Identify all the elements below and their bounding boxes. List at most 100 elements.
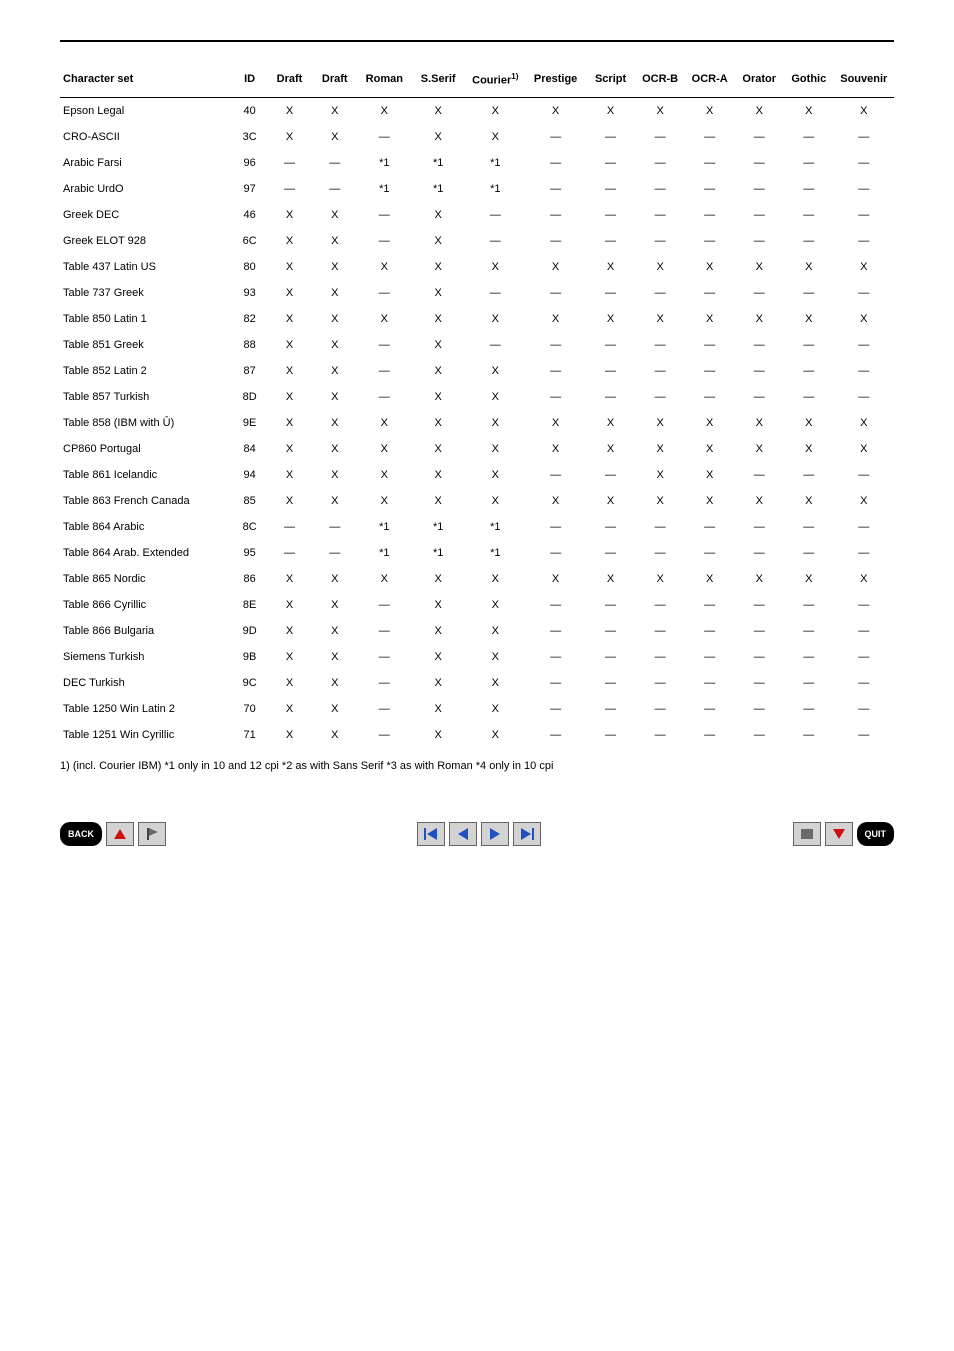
value-cell: X: [411, 202, 465, 228]
value-cell: —: [635, 332, 685, 358]
value-cell: —: [834, 228, 894, 254]
value-cell: —: [586, 228, 636, 254]
table-row: Epson Legal40XXXXXXXXXXXX: [60, 97, 894, 124]
nav-flag-button[interactable]: [138, 822, 166, 846]
value-cell: —: [586, 540, 636, 566]
value-cell: X: [312, 410, 357, 436]
table-row: CP860 Portugal84XXXXXXXXXXXX: [60, 436, 894, 462]
value-cell: X: [685, 436, 735, 462]
charset-name-cell: Table 737 Greek: [60, 280, 232, 306]
value-cell: X: [312, 436, 357, 462]
value-cell: X: [312, 306, 357, 332]
nav-prev-button[interactable]: [449, 822, 477, 846]
value-cell: —: [734, 280, 784, 306]
value-cell: X: [784, 306, 834, 332]
value-cell: X: [465, 97, 525, 124]
charset-name-cell: Table 864 Arabic: [60, 514, 232, 540]
value-cell: X: [267, 436, 312, 462]
value-cell: X: [525, 488, 585, 514]
value-cell: —: [635, 540, 685, 566]
value-cell: *1: [465, 176, 525, 202]
value-cell: —: [834, 514, 894, 540]
charset-name-cell: Table 866 Bulgaria: [60, 618, 232, 644]
value-cell: —: [784, 722, 834, 748]
value-cell: —: [586, 514, 636, 540]
value-cell: X: [685, 410, 735, 436]
value-cell: X: [586, 97, 636, 124]
table-row: Table 850 Latin 182XXXXXXXXXXXX: [60, 306, 894, 332]
value-cell: X: [525, 306, 585, 332]
value-cell: X: [411, 280, 465, 306]
charset-name-cell: Table 437 Latin US: [60, 254, 232, 280]
charset-id-cell: 71: [232, 722, 266, 748]
value-cell: —: [734, 514, 784, 540]
value-cell: —: [267, 540, 312, 566]
nav-first-button[interactable]: [417, 822, 445, 846]
nav-blank-button[interactable]: [793, 822, 821, 846]
charset-id-cell: 93: [232, 280, 266, 306]
value-cell: X: [312, 488, 357, 514]
value-cell: *1: [411, 176, 465, 202]
value-cell: X: [267, 254, 312, 280]
square-icon: [800, 828, 814, 840]
col-header-sup: 1): [511, 72, 518, 81]
charset-id-cell: 9B: [232, 644, 266, 670]
value-cell: —: [586, 280, 636, 306]
table-row: Table 852 Latin 287XX—XX———————: [60, 358, 894, 384]
charset-name-cell: Arabic Farsi: [60, 150, 232, 176]
charset-name-cell: Arabic UrdO: [60, 176, 232, 202]
value-cell: —: [465, 202, 525, 228]
triangle-up-icon: [113, 828, 127, 840]
value-cell: —: [685, 228, 735, 254]
value-cell: X: [635, 254, 685, 280]
col-header: OCR-A: [685, 66, 735, 97]
col-header: Courier1): [465, 66, 525, 97]
value-cell: —: [525, 176, 585, 202]
value-cell: —: [734, 644, 784, 670]
nav-down-button[interactable]: [825, 822, 853, 846]
value-cell: X: [834, 254, 894, 280]
value-cell: X: [635, 306, 685, 332]
value-cell: —: [734, 228, 784, 254]
value-cell: —: [525, 514, 585, 540]
value-cell: X: [784, 566, 834, 592]
value-cell: *1: [357, 150, 411, 176]
value-cell: —: [685, 514, 735, 540]
value-cell: X: [357, 488, 411, 514]
value-cell: X: [357, 566, 411, 592]
value-cell: —: [685, 618, 735, 644]
value-cell: X: [685, 462, 735, 488]
value-cell: —: [734, 696, 784, 722]
nav-up-button[interactable]: [106, 822, 134, 846]
value-cell: —: [685, 124, 735, 150]
charset-id-cell: 95: [232, 540, 266, 566]
value-cell: —: [525, 618, 585, 644]
value-cell: X: [784, 436, 834, 462]
value-cell: —: [685, 150, 735, 176]
value-cell: X: [411, 462, 465, 488]
table-row: Table 437 Latin US80XXXXXXXXXXXX: [60, 254, 894, 280]
table-row: Table 864 Arab. Extended95——*1*1*1——————…: [60, 540, 894, 566]
value-cell: —: [525, 696, 585, 722]
value-cell: *1: [411, 150, 465, 176]
value-cell: *1: [465, 514, 525, 540]
charset-name-cell: Table 863 French Canada: [60, 488, 232, 514]
value-cell: X: [312, 280, 357, 306]
value-cell: X: [635, 410, 685, 436]
value-cell: X: [411, 488, 465, 514]
nav-last-button[interactable]: [513, 822, 541, 846]
charset-name-cell: Greek ELOT 928: [60, 228, 232, 254]
value-cell: —: [635, 514, 685, 540]
value-cell: X: [312, 332, 357, 358]
value-cell: —: [784, 514, 834, 540]
value-cell: —: [635, 644, 685, 670]
value-cell: X: [312, 644, 357, 670]
value-cell: —: [685, 592, 735, 618]
value-cell: —: [734, 150, 784, 176]
top-rule: [60, 40, 894, 42]
value-cell: X: [586, 488, 636, 514]
value-cell: —: [586, 332, 636, 358]
col-header: S.Serif: [411, 66, 465, 97]
nav-next-button[interactable]: [481, 822, 509, 846]
value-cell: —: [784, 150, 834, 176]
